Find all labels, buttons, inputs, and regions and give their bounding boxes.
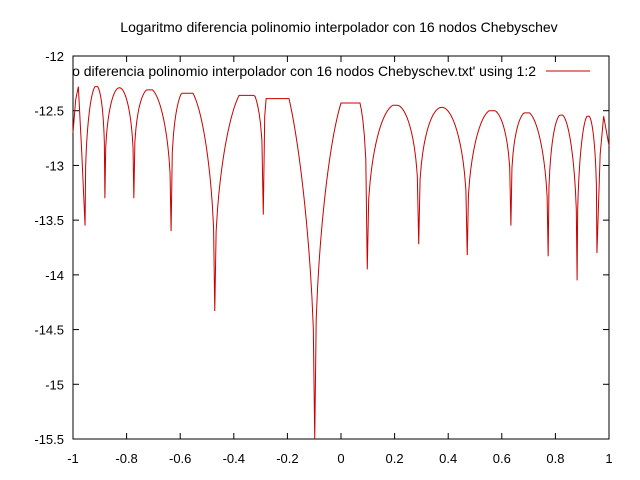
y-tick-label: -14.5 (34, 323, 64, 338)
x-tick-label: -0.8 (115, 451, 137, 466)
x-tick-label: 1 (605, 451, 612, 466)
x-tick-label: 0.2 (386, 451, 404, 466)
x-tick-label: 0 (337, 451, 344, 466)
y-tick-label: -13 (45, 158, 64, 173)
chart-title: Logaritmo diferencia polinomio interpola… (120, 19, 557, 35)
x-tick-label: 0.4 (439, 451, 457, 466)
plot-border (72, 55, 610, 440)
y-tick-label: -12 (45, 49, 64, 64)
axis-ticks (72, 55, 610, 440)
y-tick-label: -15.5 (34, 432, 64, 447)
x-tick-label: -0.6 (169, 451, 191, 466)
x-tick-label: -0.4 (223, 451, 245, 466)
y-tick-label: -13.5 (34, 213, 64, 228)
series-line (72, 86, 610, 440)
x-tick-label: -1 (67, 451, 79, 466)
x-tick-label: 0.8 (546, 451, 564, 466)
y-tick-label: -12.5 (34, 104, 64, 119)
legend-label: o diferencia polinomio interpolador con … (72, 63, 536, 79)
axis-tick-labels: -1 -0.8 -0.6 -0.4 -0.2 0 0.2 0.4 0.6 0.8 1 -12 -12.5… (34, 49, 612, 466)
y-tick-label: -14 (45, 268, 64, 283)
y-tick-label: -15 (45, 377, 64, 392)
x-tick-label: 0.6 (493, 451, 511, 466)
x-tick-label: -0.2 (276, 451, 298, 466)
